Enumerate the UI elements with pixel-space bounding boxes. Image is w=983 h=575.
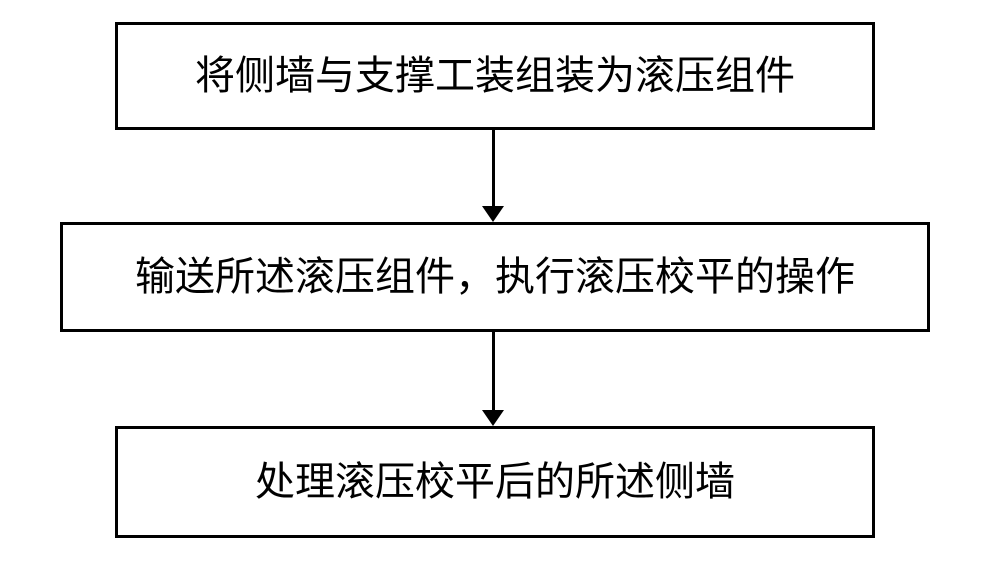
flow-node-3-label: 处理滚压校平后的所述侧墙 <box>255 460 735 504</box>
flow-arrow-1-head <box>482 206 504 222</box>
flow-arrow-2-head <box>482 410 504 426</box>
flow-node-2: 输送所述滚压组件，执行滚压校平的操作 <box>60 222 930 332</box>
flow-arrow-2-line <box>492 332 495 410</box>
flow-node-3: 处理滚压校平后的所述侧墙 <box>115 426 875 538</box>
flow-node-1-label: 将侧墙与支撑工装组装为滚压组件 <box>195 54 795 98</box>
flowchart-canvas: 将侧墙与支撑工装组装为滚压组件 输送所述滚压组件，执行滚压校平的操作 处理滚压校… <box>0 0 983 575</box>
flow-node-2-label: 输送所述滚压组件，执行滚压校平的操作 <box>135 255 855 299</box>
flow-node-1: 将侧墙与支撑工装组装为滚压组件 <box>115 22 875 130</box>
flow-arrow-1-line <box>492 130 495 206</box>
